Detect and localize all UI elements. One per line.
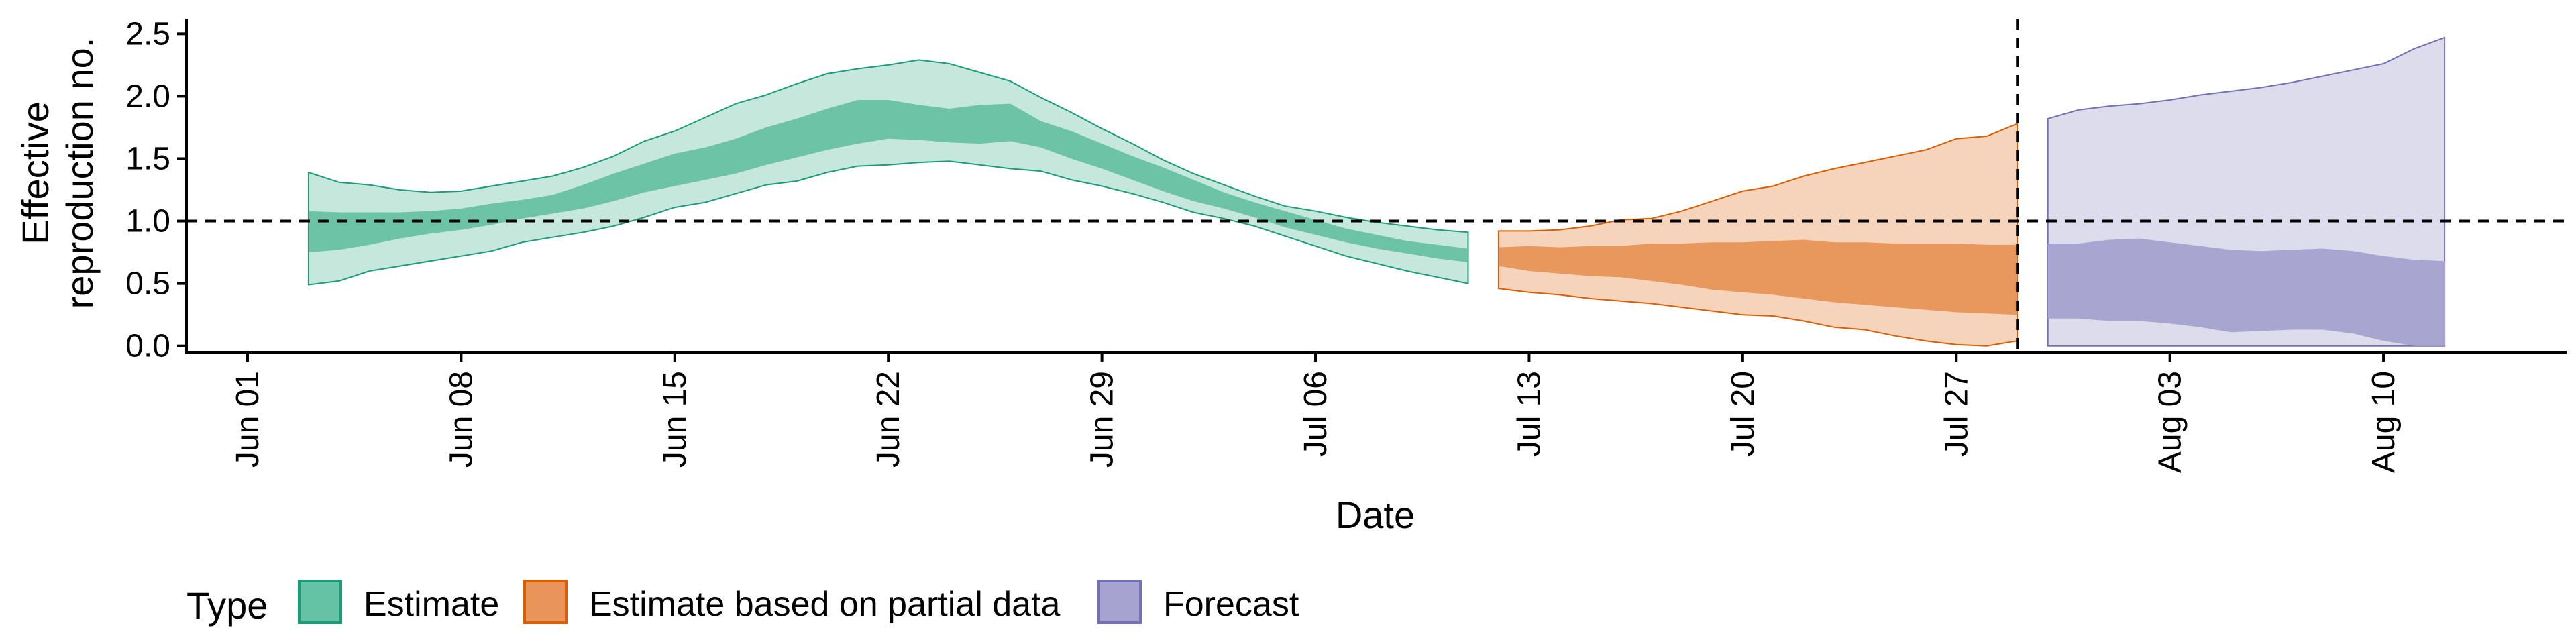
band-inner-series-1 [1498,239,2018,315]
x-tick-label: Jul 20 [1725,371,1761,457]
band-inner-series-0 [308,100,1468,262]
y-tick-label: 1.0 [125,204,170,239]
series-0 [307,59,1469,286]
legend-label-partial: Estimate based on partial data [589,585,1061,624]
x-axis-title: Date [1336,494,1415,536]
band-outer-series-0 [307,59,1469,286]
legend-key-partial [523,580,568,624]
x-tick-label: Aug 10 [2366,371,2402,473]
series-2 [2047,36,2446,347]
axes-layer: 0.0 0.5 1.0 1.5 2.0 2.5 Jun 01 Jun 08 Jun 15 Jun … [125,16,2567,473]
x-tick-label: Jun 15 [657,371,693,468]
reference-lines [186,19,2567,352]
y-axis-title-line-1: Effective [14,101,56,245]
x-tick-label: Jul 13 [1511,371,1547,457]
series-1 [1497,122,2019,347]
x-tick-label: Jul 27 [1939,371,1974,457]
x-tick-label: Jun 29 [1085,371,1120,468]
legend: Type Estimate Estimate based on partial … [186,580,1299,627]
x-tick-label: Aug 03 [2153,371,2188,473]
x-tick-label: Jun 08 [443,371,479,468]
y-tick-label: 1.5 [125,141,170,176]
legend-title: Type [186,584,268,627]
bands-layer [307,36,2446,347]
legend-key-forecast [1097,580,1142,624]
y-tick-label: 0.0 [125,329,170,364]
x-tick-label: Jun 22 [871,371,906,468]
y-tick-label: 2.0 [125,78,170,114]
y-tick-label: 0.5 [125,266,170,302]
legend-label-forecast: Forecast [1163,585,1299,624]
band-outer-series-1 [1497,122,2019,347]
legend-key-estimate [298,580,342,624]
y-tick-label: 2.5 [125,16,170,52]
band-inner-series-2 [2047,238,2445,346]
y-axis-title-line-2: reproduction no. [58,38,101,309]
x-tick-label: Jul 06 [1298,371,1334,457]
x-tick-label: Jun 01 [230,371,266,468]
legend-label-estimate: Estimate [364,585,499,624]
